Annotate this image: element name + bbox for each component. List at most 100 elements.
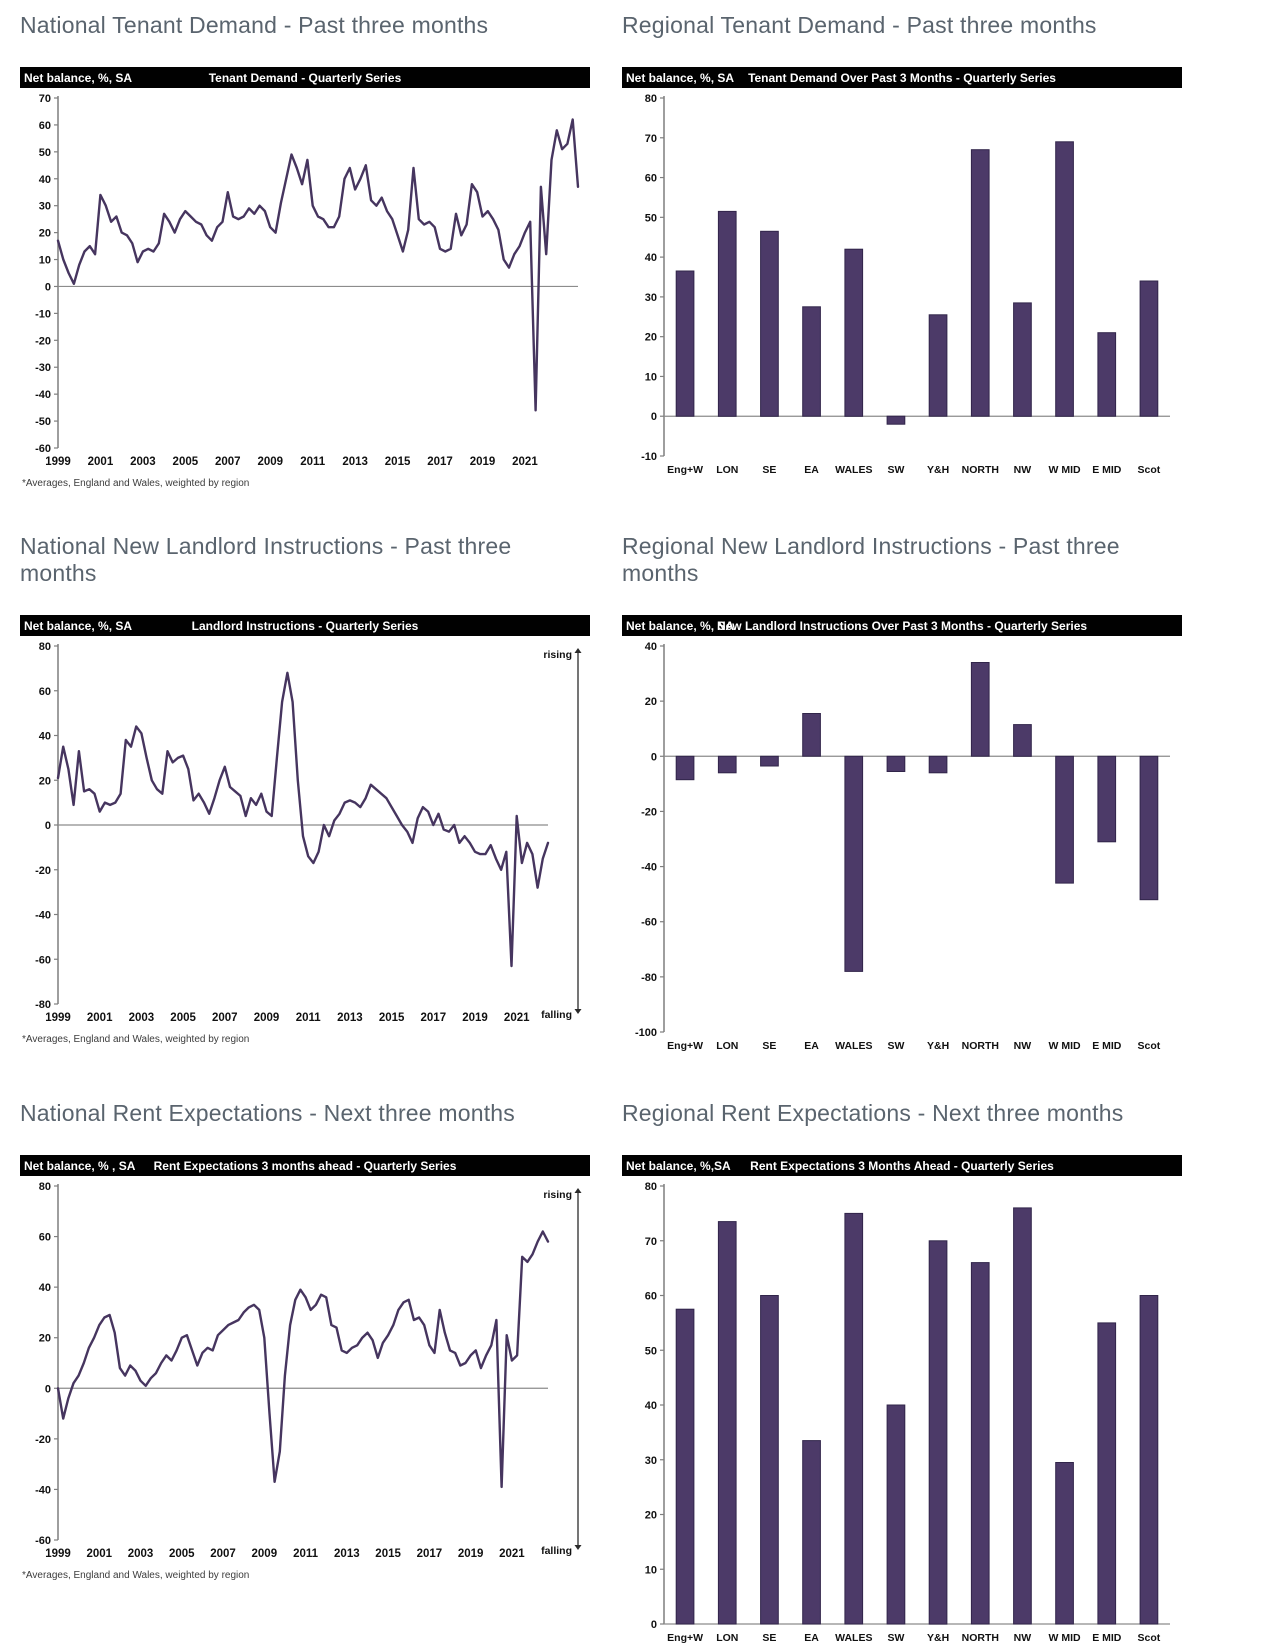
bar-WALES	[844, 755, 864, 972]
axis-units-label: Net balance, %, SA	[24, 70, 133, 85]
charts-grid: National Tenant Demand - Past three mont…	[20, 12, 1267, 1648]
bar-W MID	[1055, 141, 1074, 417]
y-axis: -100 -80 -60 -40 -20 0 20 40	[635, 641, 665, 1039]
panel-regional-tenant-demand: Regional Tenant Demand - Past three mont…	[622, 12, 1182, 489]
panel-national-rent-expectations: National Rent Expectations - Next three …	[20, 1100, 590, 1648]
svg-text:0: 0	[45, 820, 51, 832]
svg-text:20: 20	[39, 1333, 51, 1345]
svg-text:LON: LON	[716, 1040, 738, 1052]
x-axis-labels: Eng+W LON SE EA WALES SW Y&H NORTH NW W MID E MID S…	[667, 464, 1161, 476]
svg-text:2021: 2021	[499, 1548, 525, 1560]
svg-text:Eng+W: Eng+W	[667, 1040, 703, 1052]
svg-text:Eng+W: Eng+W	[667, 464, 703, 476]
bar-E MID	[1097, 1322, 1117, 1625]
svg-text:2021: 2021	[504, 1012, 530, 1024]
chart-header-bar: Net balance, %, SA Tenant Demand - Quart…	[20, 67, 590, 88]
tenant-demand-line-chart: -60 -50 -40 -30 -20 -10 0 10 20 30 40 50 60 70 1999 200…	[35, 93, 580, 468]
svg-text:-20: -20	[35, 335, 51, 347]
panel-national-landlord-instructions: National New Landlord Instructions - Pas…	[20, 533, 590, 1056]
svg-text:-40: -40	[35, 389, 51, 401]
svg-text:0: 0	[45, 1383, 51, 1395]
bar-SW	[886, 415, 906, 425]
svg-text:2013: 2013	[337, 1012, 363, 1024]
svg-text:NW: NW	[1014, 464, 1032, 476]
svg-text:40: 40	[645, 252, 657, 264]
svg-text:80: 80	[645, 1181, 657, 1193]
bar-SE	[760, 230, 779, 417]
svg-text:1999: 1999	[45, 1548, 71, 1560]
series-line	[56, 118, 580, 412]
series-line	[56, 1230, 550, 1489]
svg-text:2011: 2011	[293, 1548, 319, 1560]
chart-footnote: *Averages, England and Wales, weighted b…	[22, 1034, 250, 1045]
svg-text:-100: -100	[635, 1027, 657, 1039]
bar-WALES	[844, 1212, 864, 1625]
x-axis-labels: Eng+W LON SE EA WALES SW Y&H NORTH NW W MID E MID S…	[667, 1632, 1161, 1644]
panel-title: National Tenant Demand - Past three mont…	[20, 12, 489, 38]
chart-box: Net balance, %, SA Landlord Instructions…	[20, 615, 590, 1045]
svg-text:LON: LON	[716, 464, 738, 476]
axis-units-label: Net balance, %, SA	[626, 618, 735, 633]
svg-text:-20: -20	[35, 1434, 51, 1446]
chart-header-bar: Net balance, %, SA Landlord Instructions…	[20, 615, 590, 636]
svg-text:40: 40	[39, 174, 51, 186]
svg-text:-80: -80	[35, 999, 51, 1011]
svg-text:30: 30	[645, 292, 657, 304]
bar-Scot	[1139, 280, 1159, 417]
svg-text:2001: 2001	[86, 1548, 112, 1560]
bars	[675, 662, 1159, 972]
svg-text:-20: -20	[641, 806, 657, 818]
svg-text:-20: -20	[35, 865, 51, 877]
landlord-instructions-line-chart: -80 -60 -40 -20 0 20 40 60 80 1999 2001 2003 2005 200…	[35, 641, 582, 1024]
svg-text:falling: falling	[541, 1009, 572, 1021]
svg-text:WALES: WALES	[835, 464, 872, 476]
panel-title: National Rent Expectations - Next three …	[20, 1100, 515, 1126]
chart-header-bar: Net balance, %, SA Tenant Demand Over Pa…	[622, 67, 1182, 88]
svg-text:60: 60	[39, 1232, 51, 1244]
svg-text:10: 10	[39, 255, 51, 267]
chart-header-bar: Net balance, %, SA New Landlord Instruct…	[622, 615, 1182, 636]
bar-EA	[802, 306, 821, 417]
svg-text:2015: 2015	[379, 1012, 405, 1024]
svg-text:20: 20	[39, 775, 51, 787]
chart-footnote: *Averages, England and Wales, weighted b…	[22, 1570, 250, 1581]
bar-Y&H	[928, 1240, 948, 1625]
svg-text:SW: SW	[887, 1040, 904, 1052]
svg-text:W MID: W MID	[1049, 464, 1081, 476]
y-axis: -60 -50 -40 -30 -20 -10 0 10 20 30 40 50 60 70	[35, 93, 59, 455]
y-axis: -10 0 10 20 30 40 50 60 70 80	[641, 93, 665, 463]
svg-text:1999: 1999	[45, 456, 71, 468]
svg-text:2021: 2021	[512, 456, 538, 468]
panel-title: Regional New Landlord Instructions - Pas…	[622, 533, 1120, 586]
svg-text:-60: -60	[641, 917, 657, 929]
tenant-demand-bar-chart: -10 0 10 20 30 40 50 60 70 80 Eng+W LON SE EA WALES SW Y…	[641, 93, 1170, 476]
svg-text:E MID: E MID	[1092, 464, 1122, 476]
svg-text:-80: -80	[641, 972, 657, 984]
chart-title: Landlord Instructions - Quarterly Series	[191, 618, 419, 633]
svg-text:40: 40	[645, 641, 657, 653]
x-axis-labels: 1999 2001 2003 2005 2007 2009 2011 2013 2015 2017…	[45, 1012, 530, 1024]
svg-text:50: 50	[645, 212, 657, 224]
svg-text:1999: 1999	[45, 1012, 71, 1024]
bar-LON	[717, 1221, 737, 1625]
svg-text:20: 20	[645, 1510, 657, 1522]
svg-text:E MID: E MID	[1092, 1040, 1122, 1052]
svg-text:40: 40	[39, 1282, 51, 1294]
svg-text:W MID: W MID	[1049, 1632, 1081, 1644]
y-axis: 0 10 20 30 40 50 60 70 80	[645, 1181, 665, 1631]
svg-text:30: 30	[645, 1455, 657, 1467]
svg-text:2013: 2013	[334, 1548, 360, 1560]
svg-text:2009: 2009	[254, 1012, 280, 1024]
svg-text:2005: 2005	[173, 456, 199, 468]
svg-text:2001: 2001	[87, 1012, 113, 1024]
bar-NORTH	[970, 149, 990, 417]
svg-text:2003: 2003	[128, 1548, 154, 1560]
svg-text:0: 0	[651, 411, 657, 423]
bar-SE	[760, 1295, 779, 1625]
panel-title: Regional Rent Expectations - Next three …	[622, 1100, 1124, 1126]
svg-text:60: 60	[39, 120, 51, 132]
bar-W MID	[1055, 1462, 1074, 1625]
svg-text:SE: SE	[762, 1040, 776, 1052]
svg-text:10: 10	[645, 1564, 657, 1576]
